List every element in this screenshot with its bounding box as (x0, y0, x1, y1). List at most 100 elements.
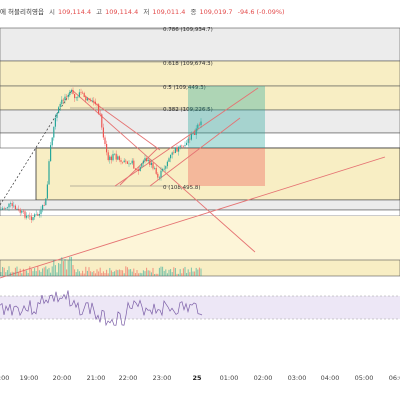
volume-bar (58, 263, 60, 276)
candle-body (176, 147, 178, 152)
volume-bar (6, 270, 8, 276)
volume-bar (10, 272, 12, 276)
volume-bar (174, 268, 176, 276)
volume-bar (0, 272, 2, 276)
volume-bar (86, 270, 88, 276)
volume-bar (96, 269, 98, 276)
candle-body (168, 158, 170, 162)
volume-bar (88, 267, 90, 276)
volume-bar (162, 266, 164, 276)
candle-body (69, 91, 71, 96)
candle-body (109, 156, 111, 161)
volume-bar (158, 267, 160, 276)
fib-label-0: 0 (108,495.8) (163, 185, 201, 191)
time-tick: 04:00 (320, 374, 340, 382)
candle-body (118, 156, 120, 161)
candle-body (114, 153, 116, 155)
candle-body (34, 214, 36, 218)
time-tick: 06:0 (388, 374, 400, 382)
candle-body (26, 215, 28, 218)
high-value: 109,114.4 (105, 8, 139, 16)
candle-body (144, 158, 146, 161)
candle-body (170, 154, 172, 159)
volume-bar (126, 267, 128, 276)
volume-bar (98, 271, 100, 276)
volume-bar (168, 269, 170, 276)
volume-bar (37, 266, 39, 276)
candle-body (64, 96, 66, 101)
fib-label-0382: 0.382 (109,226.5) (163, 107, 213, 113)
candle-body (131, 160, 133, 164)
volume-bar (179, 269, 181, 276)
volume-bar (27, 272, 29, 276)
volume-bar (14, 267, 16, 276)
volume-bar (67, 260, 69, 276)
candle-body (197, 124, 199, 129)
position-target-zone[interactable] (188, 86, 265, 148)
time-tick: 21:00 (86, 374, 106, 382)
candle-body (93, 100, 95, 102)
time-tick: 19:00 (19, 374, 39, 382)
volume-bar (50, 272, 52, 276)
candle-body (3, 208, 5, 209)
candle-body (72, 90, 74, 94)
volume-bar (122, 270, 124, 276)
candle-body (189, 138, 191, 140)
candle-body (198, 124, 200, 126)
price-chart[interactable]: 0.786 (109,934.7) 0.618 (109,674.3) 0.5 … (0, 0, 400, 372)
volume-bar (192, 271, 194, 276)
volume-bar (30, 268, 32, 276)
volume-bar (53, 260, 55, 276)
volume-bar (170, 269, 172, 276)
candle-body (149, 159, 151, 165)
volume-bar (182, 268, 184, 276)
time-axis[interactable]: 18:00 19:00 20:00 21:00 22:00 23:00 25 01:00 02:… (0, 372, 400, 386)
candle-body (66, 96, 68, 98)
volume-bar (19, 268, 21, 276)
volume-bar (195, 267, 197, 276)
candle-body (13, 205, 15, 207)
trendline-down[interactable] (71, 89, 256, 253)
time-tick: 18:00 (0, 374, 10, 382)
volume-bar (24, 270, 26, 276)
candle-body (8, 203, 10, 208)
volume-bar (173, 267, 175, 276)
candle-body (146, 158, 148, 162)
volume-bar (189, 272, 191, 276)
candle-body (138, 169, 140, 171)
candle-body (18, 209, 20, 210)
volume-bar (46, 269, 48, 276)
candle-body (190, 134, 192, 140)
volume-bar (133, 268, 135, 276)
volume-bar (43, 267, 45, 276)
trendline-up-mid[interactable] (149, 117, 241, 187)
candle-body (152, 162, 154, 169)
volume-bar (197, 269, 199, 276)
candle-body (82, 92, 84, 94)
candle-body (125, 160, 127, 162)
volume-bar (90, 271, 92, 276)
candle-body (11, 203, 13, 207)
candle-body (51, 137, 53, 146)
trendline-long[interactable] (0, 156, 386, 279)
candle-body (98, 104, 100, 114)
candle-body (136, 169, 138, 170)
volume-bar (5, 272, 7, 276)
candle-body (45, 198, 47, 206)
candle-body (91, 100, 93, 102)
time-tick: 20:00 (52, 374, 72, 382)
trendline-triangle-a[interactable] (84, 95, 161, 151)
volume-bar (99, 267, 101, 276)
candle-body (40, 209, 42, 214)
candle-body (50, 145, 52, 162)
volume-bar (149, 270, 151, 276)
volume-bar (18, 272, 20, 276)
trendline-triangle-b[interactable] (119, 147, 159, 186)
candle-body (174, 147, 176, 154)
volume-bar (54, 265, 56, 276)
fib-label-0786: 0.786 (109,934.7) (163, 27, 213, 33)
volume-bar (48, 267, 50, 276)
symbol-name[interactable]: 에 허블리히영읍 (0, 8, 44, 16)
volume-bar (187, 269, 189, 276)
position-stop-zone[interactable] (188, 148, 265, 186)
